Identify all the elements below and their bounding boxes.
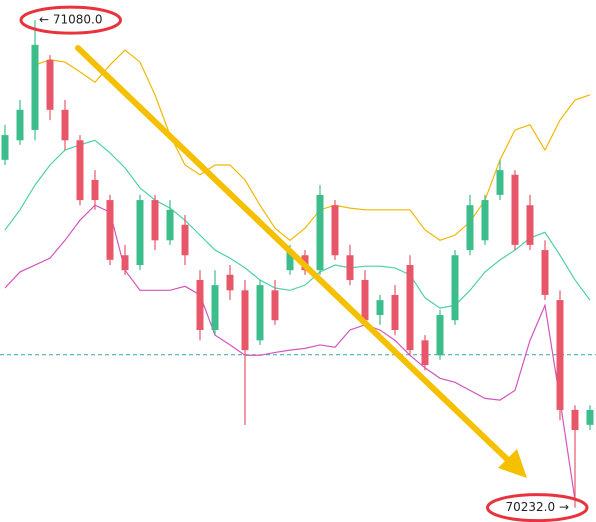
- trend-arrow: [75, 45, 527, 478]
- candle-body: [271, 290, 279, 321]
- candle-body: [316, 194, 324, 271]
- candle-body: [376, 300, 384, 316]
- band-line: [4, 204, 576, 501]
- band-line: [34, 49, 591, 242]
- candle-body: [241, 290, 249, 351]
- candle-body: [466, 205, 474, 251]
- candle-body: [331, 205, 339, 256]
- candle-body: [481, 200, 489, 241]
- candle-body: [541, 250, 549, 295]
- candle-body: [61, 109, 69, 141]
- candle-body: [46, 59, 54, 110]
- arrow-shaft: [75, 45, 513, 465]
- candle-body: [526, 205, 534, 245]
- candle-body: [136, 200, 144, 266]
- candle-body: [211, 285, 219, 330]
- candles: [1, 20, 594, 508]
- candle-body: [421, 340, 429, 366]
- candle-body: [181, 224, 189, 256]
- candle-body: [196, 279, 204, 330]
- bands: [0, 49, 596, 501]
- candle-body: [31, 44, 39, 130]
- candle-body: [166, 209, 174, 241]
- candle-body: [586, 409, 594, 425]
- highlight-ellipse: [19, 5, 122, 35]
- candle-body: [256, 285, 264, 341]
- band-line: [4, 139, 591, 309]
- candle-body: [16, 109, 24, 141]
- candle-body: [1, 135, 9, 160]
- price-label: 70232.0 →: [506, 500, 570, 514]
- highlight-ellipse: [486, 493, 589, 522]
- candle-body: [76, 140, 84, 201]
- annotations: ← 71080.0 70232.0 →: [19, 5, 589, 522]
- candle-body: [511, 174, 519, 245]
- candle-body: [226, 274, 234, 291]
- arrow-head: [498, 449, 527, 478]
- candle-body: [496, 170, 504, 195]
- candle-body: [556, 300, 564, 410]
- candle-body: [406, 265, 414, 351]
- candle-body: [346, 255, 354, 280]
- candle-body: [361, 279, 369, 321]
- candle-body: [286, 250, 294, 271]
- candle-body: [391, 294, 399, 330]
- candle-body: [436, 315, 444, 356]
- candle-body: [91, 179, 99, 201]
- price-label: ← 71080.0: [39, 13, 103, 27]
- candle-body: [571, 409, 579, 431]
- candle-body: [451, 255, 459, 321]
- candle-body: [106, 200, 114, 260]
- candle-body: [151, 200, 159, 241]
- candle-body: [121, 255, 129, 271]
